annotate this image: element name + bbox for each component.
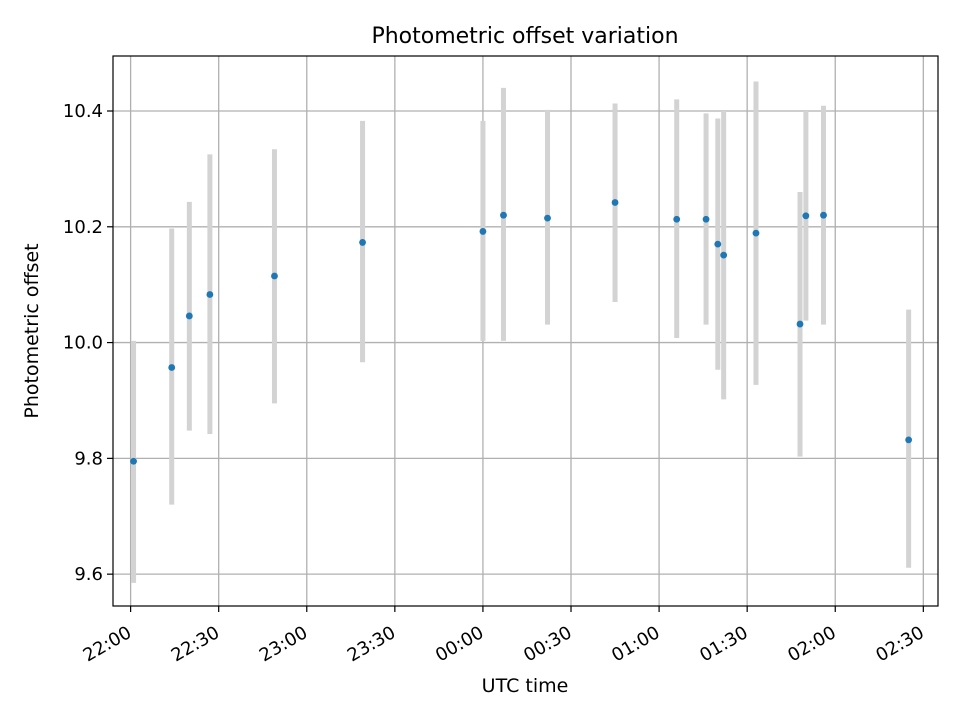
data-point: [714, 240, 722, 248]
plot-frame: [112, 55, 939, 607]
y-axis-ticks: 9.6 9.8 10.0 10.2 10.4: [63, 101, 113, 585]
data-point: [752, 229, 760, 237]
data-point: [720, 251, 728, 259]
y-tick-label: 9.6: [74, 564, 103, 585]
data-point: [796, 320, 804, 328]
data-point: [185, 312, 193, 320]
data-point: [611, 199, 619, 206]
data-point: [206, 291, 214, 298]
data-point: [905, 436, 913, 444]
x-axis-label: UTC time: [482, 675, 569, 697]
data-point: [673, 215, 681, 223]
data-point: [271, 272, 278, 280]
y-tick-label: 9.8: [74, 448, 103, 469]
data-point: [168, 364, 176, 371]
data-point: [359, 239, 366, 246]
data-point: [802, 212, 810, 220]
data-point: [130, 457, 137, 465]
y-axis-label: Photometric offset: [21, 243, 43, 418]
y-tick-label: 10.4: [63, 101, 103, 122]
chart-title: Photometric offset variation: [371, 24, 678, 49]
data-points: [130, 199, 913, 465]
data-point: [820, 211, 827, 219]
data-point: [479, 228, 487, 235]
y-tick-label: 10.2: [63, 217, 103, 238]
y-tick-label: 10.0: [63, 333, 103, 354]
data-point: [702, 215, 710, 223]
data-point: [500, 211, 507, 219]
data-point: [544, 214, 551, 222]
